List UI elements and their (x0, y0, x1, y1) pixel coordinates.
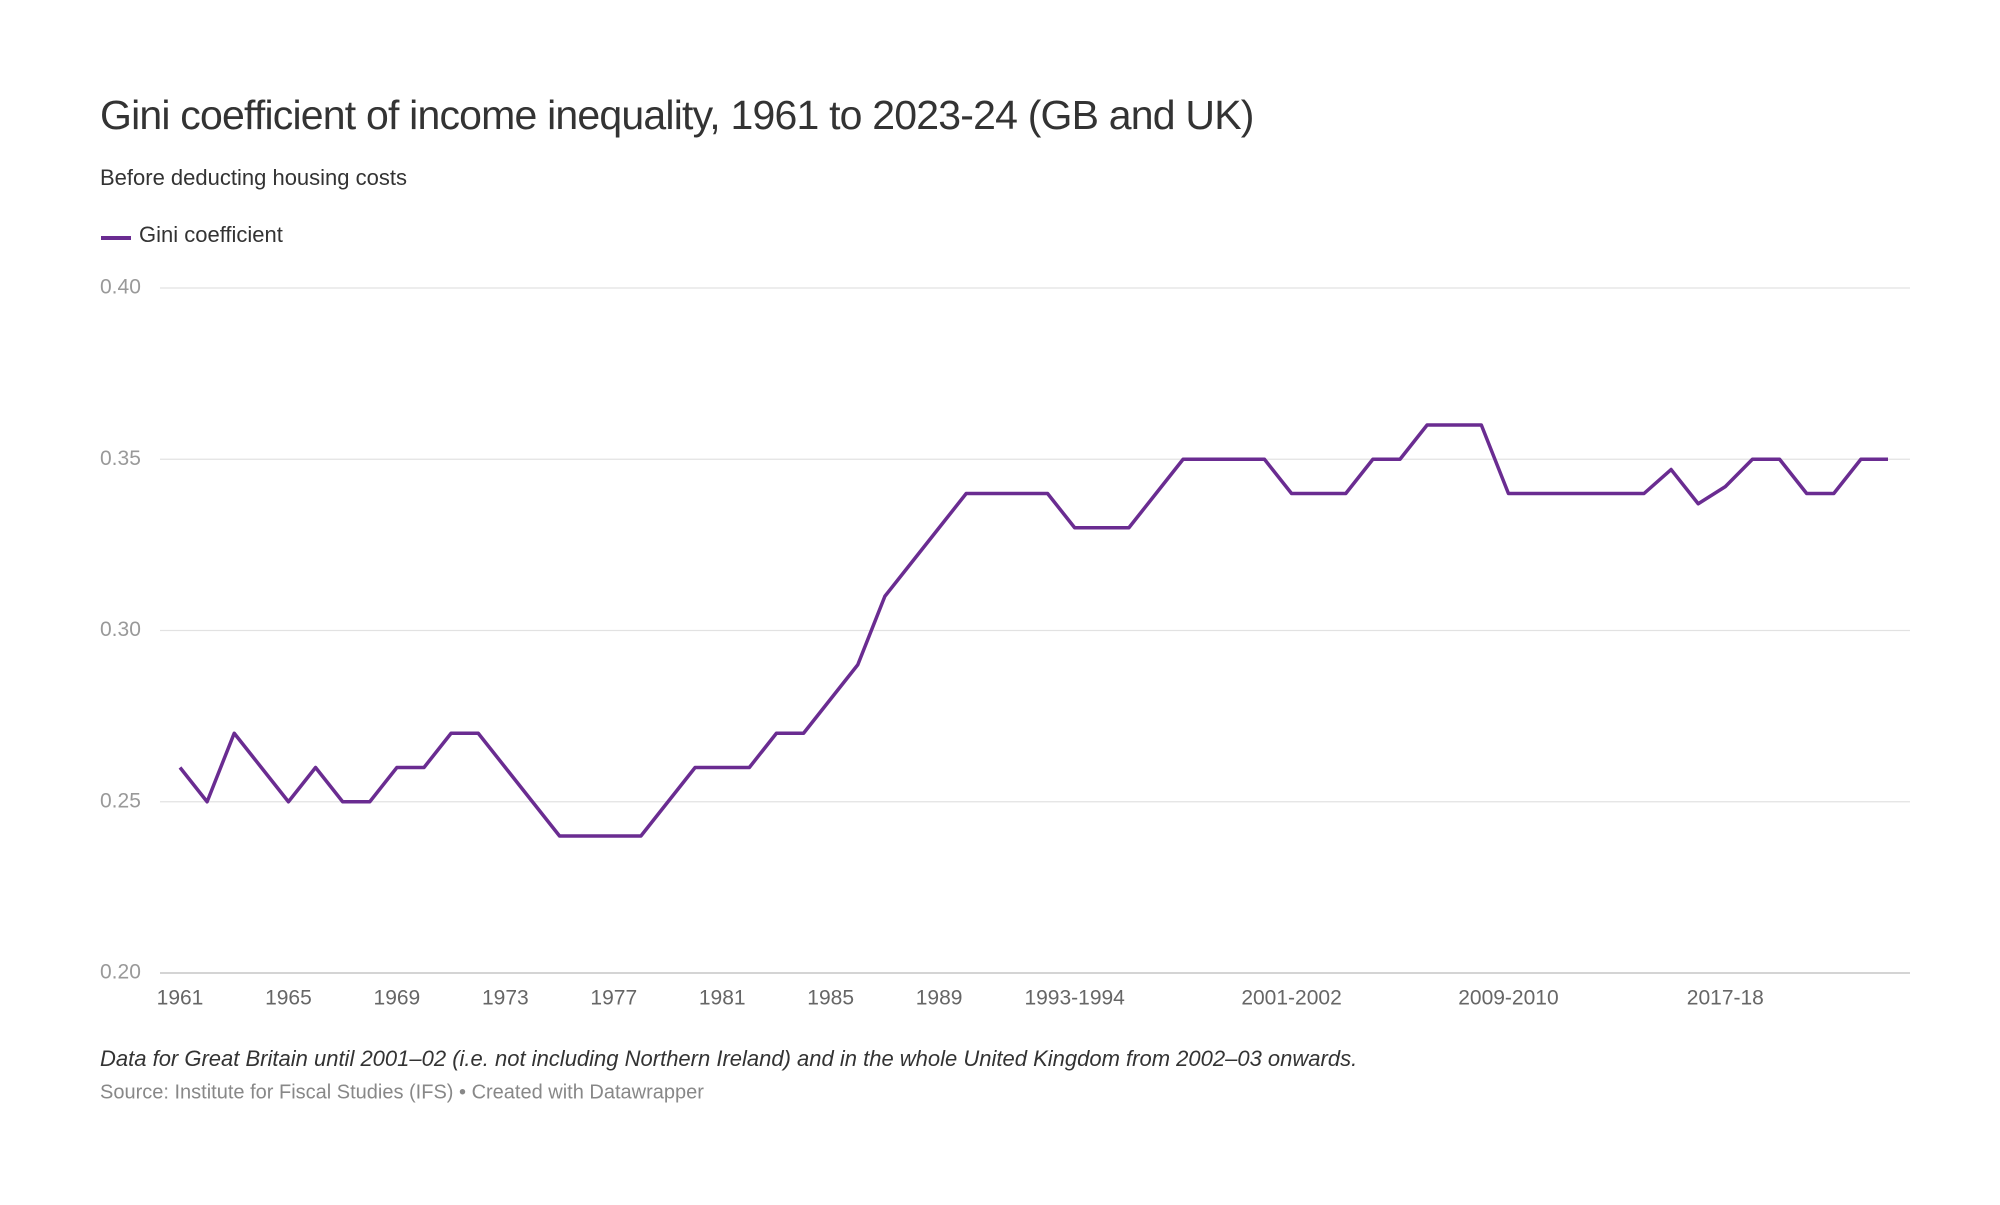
chart-title: Gini coefficient of income inequality, 1… (100, 92, 1254, 138)
x-tick-label: 2017-18 (1687, 987, 1764, 1010)
x-tick-label: 2009-2010 (1458, 987, 1558, 1010)
x-tick-label: 1981 (699, 987, 746, 1010)
x-tick-label: 1993-1994 (1024, 987, 1125, 1010)
x-tick-label: 1989 (916, 987, 963, 1010)
chart-note: Data for Great Britain until 2001–02 (i.… (100, 1046, 1357, 1071)
x-tick-label: 1965 (265, 987, 312, 1010)
x-tick-label: 1977 (590, 987, 637, 1010)
x-tick-label: 1969 (374, 987, 421, 1010)
x-tick-label: 1961 (157, 987, 204, 1010)
x-tick-label: 1973 (482, 987, 529, 1010)
x-tick-label: 2001-2002 (1241, 987, 1341, 1010)
y-tick-label: 0.30 (100, 618, 141, 641)
y-tick-label: 0.25 (100, 789, 141, 812)
chart-subtitle: Before deducting housing costs (100, 165, 407, 190)
chart-source: Source: Institute for Fiscal Studies (IF… (100, 1081, 704, 1103)
y-tick-label: 0.20 (100, 961, 141, 984)
y-tick-label: 0.40 (100, 276, 141, 299)
y-tick-label: 0.35 (100, 447, 141, 470)
data-line (178, 423, 1888, 838)
x-tick-label: 1985 (807, 987, 854, 1010)
legend-label: Gini coefficient (139, 222, 283, 247)
